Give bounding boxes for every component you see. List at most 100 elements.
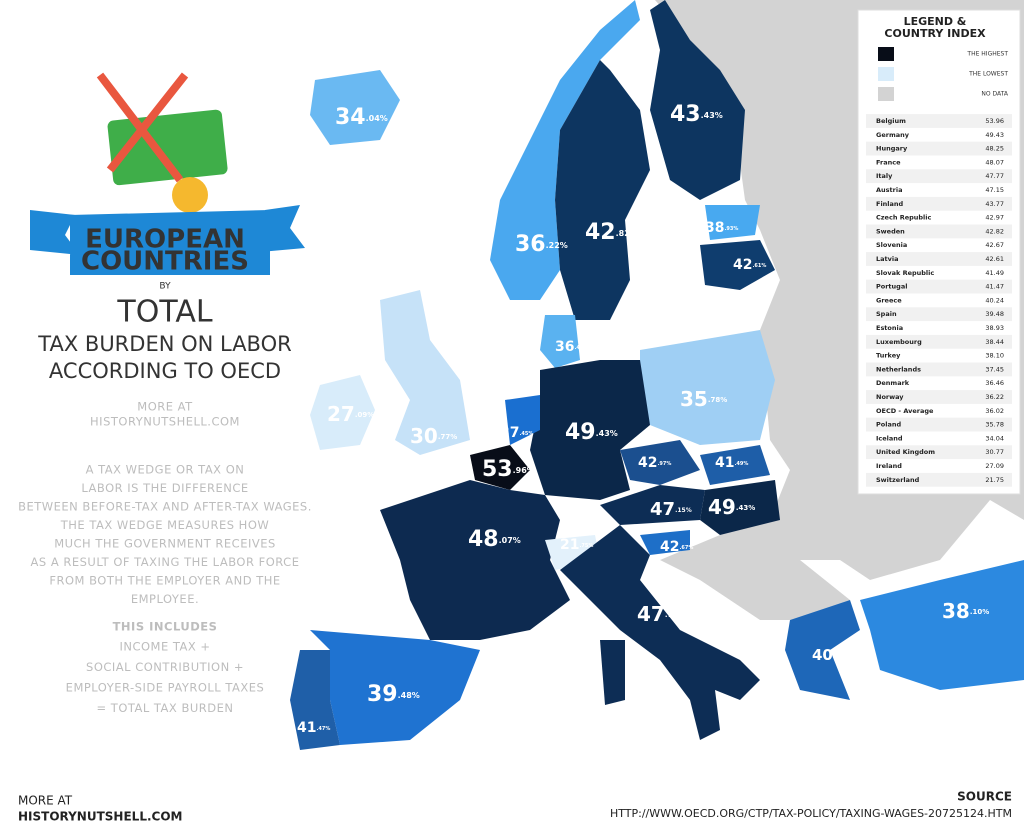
country-value: 38.93 [985,324,1004,332]
map-label-sub: .49% [734,461,748,467]
country-name: Luxembourg [876,338,922,346]
footer: MORE AT HISTORYNUTSHELL.COM SOURCE HTTP:… [18,790,1012,824]
map-label-sub: .07% [499,536,521,545]
country-value: 41.47 [985,283,1004,291]
legend-label: THE LOWEST [968,71,1008,78]
country-name: Portugal [876,283,907,291]
country [490,0,640,300]
more-at: MORE AT [18,794,73,808]
country-name: Greece [876,296,902,304]
includes-line: INCOME TAX + [119,640,210,654]
map-label-sub: .22% [546,241,568,250]
country-name: Estonia [876,324,903,332]
country-value: 40.24 [985,296,1004,304]
explanation-line: FROM BOTH THE EMPLOYER AND THE [49,574,280,588]
explanation-line: A TAX WEDGE OR TAX ON [86,463,245,477]
map-label-main: 34 [335,105,366,130]
country [600,485,705,525]
map-label: 34.04% [335,105,388,130]
country-value: 41.49 [985,269,1004,277]
map-label-sub: .43% [701,111,723,120]
map-label-main: 27 [327,402,355,426]
country-name: Hungary [876,145,908,153]
legend-swatch [878,87,894,101]
country-name: Norway [876,393,904,401]
country-value: 42.82 [985,227,1004,235]
country-index: Belgium 53.96 Germany 49.43 Hungary 48.25 Fran… [866,114,1012,487]
country-name: Belgium [876,117,906,125]
country [620,440,700,485]
map-label-sub: .78% [708,396,727,404]
country [860,560,1024,690]
country [600,640,625,705]
map-label: 41.49% [715,455,748,471]
source-title: SOURCE [957,790,1012,804]
scissors [96,72,189,183]
country-name: Netherlands [876,365,921,373]
legend-label: NO DATA [981,91,1008,98]
map-label: 49.43% [565,420,618,445]
row-background [866,362,1012,377]
more-at: MORE AT [137,400,193,414]
map-label: 47.15% [650,499,692,520]
country [705,205,760,240]
country-name: Slovak Republic [876,269,934,277]
map-label-main: 30 [410,424,438,448]
country [505,395,540,445]
country-value: 48.07 [985,158,1004,166]
country-value: 21.75 [985,476,1004,484]
map-label-sub: .77% [438,433,457,441]
map-label: 39.48% [367,682,420,707]
explanation-line: AS A RESULT OF TAXING THE LABOR FORCE [31,555,300,569]
map-label: 21.75% [560,537,593,553]
map-label-sub: .93% [724,226,738,232]
country [310,375,375,450]
country-value: 35.78 [985,421,1004,429]
map-label: 36.22% [515,232,568,257]
subtitle: ACCORDING TO OECD [49,359,281,383]
map-label: 36.46% [555,339,588,355]
country-name: Spain [876,310,897,318]
country-value: 34.04 [985,434,1004,442]
map-label-sub: .10% [970,608,989,616]
row-background [866,196,1012,211]
map-label-sub: .75% [579,543,593,549]
country-name: Austria [876,186,902,194]
map-label-sub: .77% [665,611,684,619]
country [700,240,775,290]
by: BY [159,282,171,292]
country-name: Italy [876,172,893,180]
map-label: 48.07% [468,527,521,552]
title: EUROPEAN [85,225,245,255]
includes-line: EMPLOYER-SIDE PAYROLL TAXES [66,681,265,695]
country-name: Slovenia [876,241,907,249]
map-label-sub: .24% [833,653,847,659]
row-background [866,307,1012,322]
country [700,480,780,535]
country [310,70,400,145]
country-value: 39.48 [985,310,1004,318]
country-value: 42.67 [985,241,1004,249]
country [530,360,650,500]
country-name: Iceland [876,434,903,442]
country [540,315,580,368]
legend-title: LEGEND & [904,15,967,28]
country-value: 47.15 [985,186,1004,194]
country-name: Finland [876,200,904,208]
map-label: 38.10% [942,599,989,623]
source-url: HTTP://WWW.OECD.ORG/CTP/TAX-POLICY/TAXIN… [610,807,1012,820]
row-background [866,279,1012,294]
map-label-sub: .82% [616,229,638,238]
country-name: United Kingdom [876,448,935,456]
country-name: OECD - Average [876,407,934,415]
map-label: 42.61% [733,257,766,273]
legend-label: THE HIGHEST [966,51,1008,58]
map-label-main: 48 [468,527,499,552]
map-label-main: 41 [715,455,734,471]
legend-swatch [878,67,894,81]
map-label-sub: .48% [398,691,420,700]
map-label: 38.93% [705,220,738,236]
map-label-main: 36 [555,339,574,355]
explanation-line: MUCH THE GOVERNMENT RECEIVES [54,537,276,551]
